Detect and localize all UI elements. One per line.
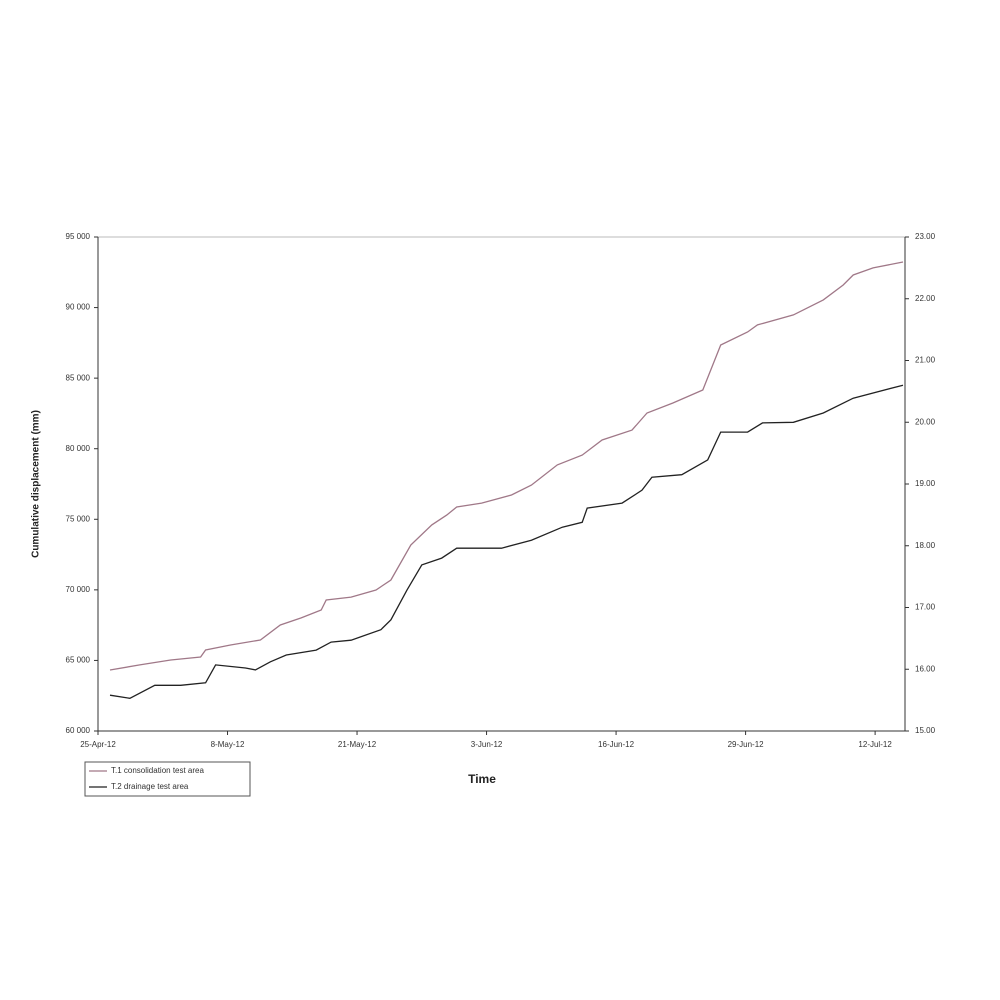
y-tick-label: 75 000	[66, 514, 91, 523]
x-axis-title: Time	[468, 772, 496, 786]
y2-tick-label: 21.00	[915, 356, 936, 365]
x-tick-label: 25-Apr-12	[80, 740, 116, 749]
y2-tick-label: 16.00	[915, 664, 936, 673]
x-tick-label: 16-Jun-12	[598, 740, 635, 749]
y-tick-label: 65 000	[66, 656, 91, 665]
legend-label: T.1 consolidation test area	[111, 766, 204, 775]
y-tick-label: 90 000	[66, 303, 91, 312]
y-axis-title: Cumulative displacement (mm)	[31, 410, 42, 558]
plot-frame	[97, 236, 906, 732]
y2-tick-label: 15.00	[915, 726, 936, 735]
y2-tick-label: 22.00	[915, 294, 936, 303]
x-tick-label: 21-May-12	[338, 740, 377, 749]
x-tick-label: 29-Jun-12	[728, 740, 765, 749]
y-tick-label: 80 000	[66, 444, 91, 453]
legend-label: T.2 drainage test area	[111, 782, 189, 791]
data-line	[109, 261, 904, 671]
y2-tick-label: 23.00	[915, 232, 936, 241]
x-tick-label: 3-Jun-12	[471, 740, 503, 749]
y-tick-label: 95 000	[66, 232, 91, 241]
y2-tick-label: 18.00	[915, 541, 936, 550]
y-tick-label: 60 000	[66, 726, 91, 735]
y2-tick-label: 20.00	[915, 417, 936, 426]
y-tick-label: 70 000	[66, 585, 91, 594]
x-tick-label: 8-May-12	[211, 740, 245, 749]
x-tick-label: 12-Jul-12	[858, 740, 892, 749]
y-tick-label: 85 000	[66, 373, 91, 382]
legend-box	[84, 761, 251, 797]
y2-tick-label: 19.00	[915, 479, 936, 488]
y2-tick-label: 17.00	[915, 603, 936, 612]
data-line	[109, 384, 904, 699]
